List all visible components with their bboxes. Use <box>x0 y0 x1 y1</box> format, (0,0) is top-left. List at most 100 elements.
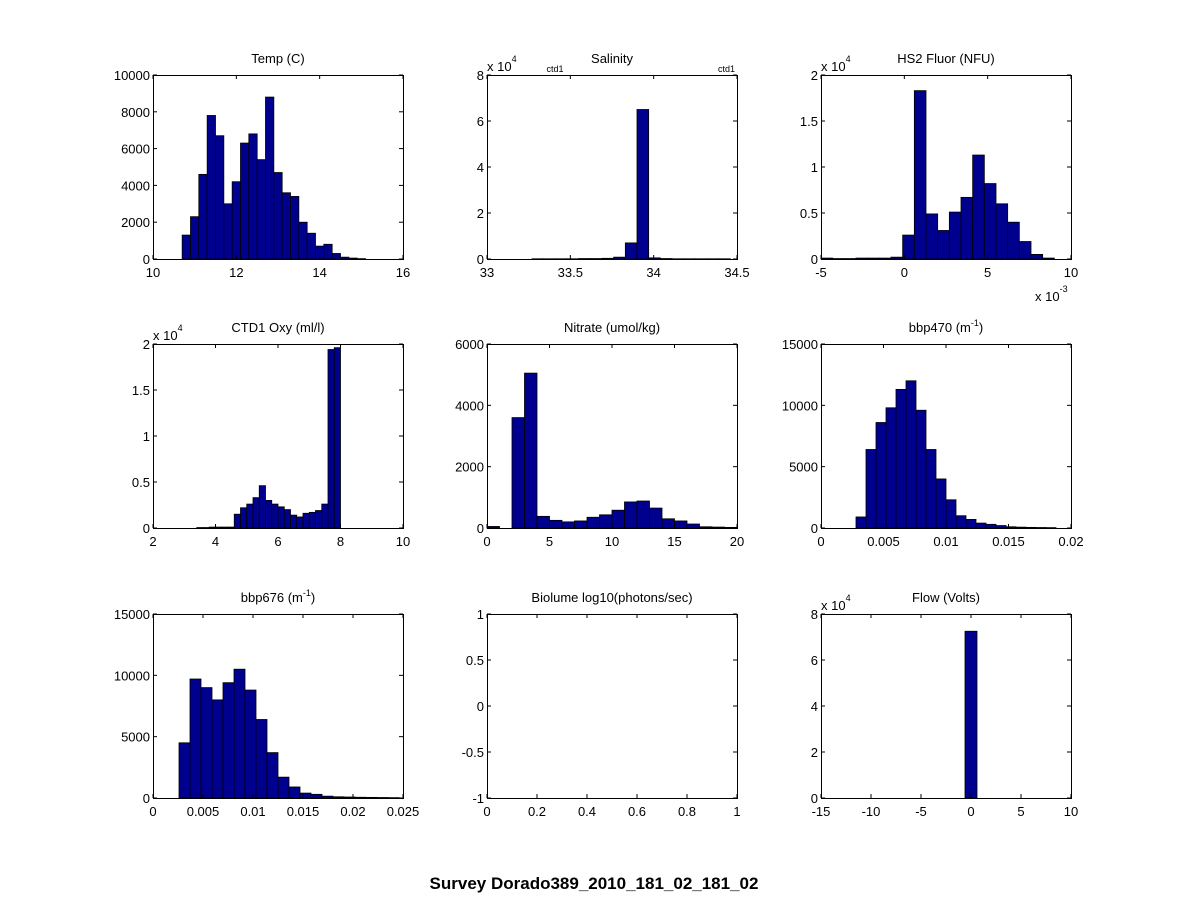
y-tick-label: 0 <box>477 252 484 267</box>
x-tick-label: 34.5 <box>724 265 749 280</box>
histogram-bar <box>524 372 538 529</box>
panel-title-text: Salinity <box>591 51 633 66</box>
histogram-bar <box>964 630 978 799</box>
histogram-bar <box>878 257 892 260</box>
panel-title: bbp470 (m-1) <box>909 318 984 335</box>
x-tick-label: 12 <box>229 265 243 280</box>
histogram-bar <box>648 257 661 260</box>
histogram-bar <box>332 796 345 799</box>
histogram-bar <box>321 503 329 529</box>
histogram-bar <box>208 526 216 529</box>
panel-title-superscript: -1 <box>971 318 979 328</box>
y-axis-exponent-power: 4 <box>178 323 183 333</box>
ctd-label: ctd1 <box>718 64 735 74</box>
x-tick-label: 5 <box>546 534 553 549</box>
panel-title-closing: ) <box>311 590 315 605</box>
plot-area <box>821 75 1071 259</box>
histogram-panel: 0 5 10 15 20 0 2000 4000 6000 Nitrate (umol/kg) <box>455 320 744 549</box>
histogram-bar <box>215 526 223 529</box>
y-tick-label: 0 <box>143 252 150 267</box>
x-tick-label: 15 <box>667 534 681 549</box>
y-axis-exponent: x 104 <box>821 54 851 74</box>
x-tick-label: 14 <box>312 265 326 280</box>
histogram-bar <box>960 196 974 260</box>
histogram-bar <box>561 521 575 529</box>
histogram-bar <box>248 133 258 260</box>
histogram-bar <box>310 793 323 799</box>
histogram-bar <box>913 90 927 260</box>
y-tick-label: 6 <box>477 114 484 129</box>
x-tick-label: 10 <box>396 534 410 549</box>
histogram-bar <box>624 501 638 529</box>
histogram-bar <box>915 409 927 529</box>
y-axis-exponent-power: 4 <box>846 593 851 603</box>
x-tick-label: 0.4 <box>578 804 596 819</box>
panel-title: Nitrate (umol/kg) <box>564 320 660 335</box>
histogram-bar <box>240 142 250 260</box>
y-tick-label: 5000 <box>789 460 818 475</box>
y-tick-label: 0 <box>477 521 484 536</box>
y-axis-exponent: x 104 <box>153 323 183 343</box>
panel-title: Biolume log10(photons/sec) <box>531 590 692 605</box>
histogram-bar <box>298 221 308 260</box>
y-tick-label: 4 <box>477 160 484 175</box>
histogram-bar <box>321 795 334 799</box>
histogram-bar <box>290 514 298 529</box>
histogram-bar <box>1015 526 1027 529</box>
plot-area <box>487 75 737 259</box>
histogram-bar <box>198 173 208 260</box>
histogram-bar <box>283 509 291 529</box>
y-axis-exponent: x 104 <box>487 54 517 74</box>
histogram-bar <box>302 512 310 529</box>
y-tick-label: 0.5 <box>132 475 150 490</box>
histogram-bar <box>574 520 588 529</box>
y-tick-label: 2 <box>143 337 150 352</box>
x-tick-label: 0.8 <box>678 804 696 819</box>
x-tick-label: 0.02 <box>1058 534 1083 549</box>
y-tick-label: 0 <box>811 521 818 536</box>
panel-title-text: bbp470 (m <box>909 320 971 335</box>
x-tick-label: 0 <box>817 534 824 549</box>
x-tick-label: 0 <box>483 804 490 819</box>
histogram-bar <box>221 526 229 529</box>
panel-title-text: Nitrate (umol/kg) <box>564 320 660 335</box>
x-tick-label: 8 <box>337 534 344 549</box>
x-axis-exponent: x 10-3 <box>1035 284 1068 304</box>
y-axis-exponent-power: 4 <box>846 54 851 64</box>
histogram-bar <box>288 786 301 799</box>
y-tick-label: 1 <box>811 160 818 175</box>
histogram-bar <box>189 678 202 799</box>
y-tick-label: 0.5 <box>800 206 818 221</box>
histogram-bar <box>348 257 358 260</box>
histogram-bar <box>333 347 341 529</box>
histogram-bar <box>315 510 323 529</box>
plot-area <box>153 344 403 528</box>
histogram-bar <box>227 526 235 529</box>
y-tick-label: 1 <box>143 429 150 444</box>
x-tick-label: 20 <box>730 534 744 549</box>
histogram-bar <box>895 388 907 529</box>
x-tick-label: 0.025 <box>387 804 420 819</box>
histogram-bar <box>331 253 341 260</box>
histogram-bar <box>265 96 275 260</box>
panel-title-superscript: -1 <box>303 588 311 598</box>
y-tick-label: 0 <box>811 252 818 267</box>
panel-title-closing: ) <box>979 320 983 335</box>
histogram-bar <box>244 689 257 799</box>
histogram-bar <box>277 776 290 799</box>
x-tick-label: 4 <box>212 534 219 549</box>
histogram-bar <box>586 516 600 529</box>
histogram-bar <box>281 192 291 260</box>
x-axis-exponent-power: -3 <box>1060 284 1068 294</box>
histogram-bar <box>290 196 300 260</box>
histogram-bar <box>178 742 191 799</box>
panel-title: bbp676 (m-1) <box>241 588 316 605</box>
y-tick-label: 15000 <box>114 607 150 622</box>
histogram-bar <box>867 257 880 260</box>
y-tick-label: 0 <box>477 699 484 714</box>
histogram-bar <box>1030 253 1044 260</box>
histogram-bar <box>206 115 216 260</box>
histogram-bar <box>948 211 962 260</box>
